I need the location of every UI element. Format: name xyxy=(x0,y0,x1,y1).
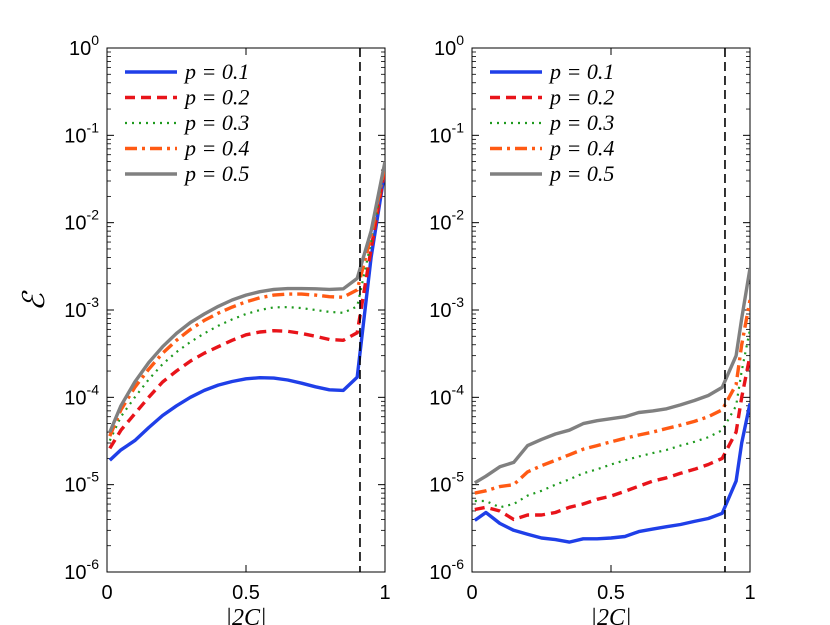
legend-label-p4: p = 0.4 xyxy=(183,136,249,161)
legend-label-p2: p = 0.2 xyxy=(183,85,249,110)
legend-label-p4: p = 0.4 xyxy=(548,136,614,161)
x-tick-label: 0 xyxy=(466,582,477,604)
plot-area xyxy=(106,47,386,573)
y-tick-label: 10-1 xyxy=(429,119,464,147)
series-line-p1 xyxy=(108,169,385,462)
x-tick-label: 0.5 xyxy=(597,582,625,604)
series-line-p2 xyxy=(474,355,750,522)
legend-label-p1: p = 0.1 xyxy=(548,59,614,84)
y-tick-label: 10-5 xyxy=(64,469,99,497)
x-tick-label: 0.5 xyxy=(232,582,260,604)
x-tick-label: 0 xyxy=(101,582,112,604)
y-tick-label: 10-3 xyxy=(429,294,464,322)
y-tick-label: 10-6 xyxy=(64,556,99,584)
legend-label-p2: p = 0.2 xyxy=(548,85,614,110)
y-tick-label: 10-3 xyxy=(64,294,99,322)
legend-label-p3: p = 0.3 xyxy=(548,110,614,135)
y-axis-label: ℰ xyxy=(18,290,51,311)
plot-area xyxy=(471,47,751,573)
x-tick-label: 1 xyxy=(379,582,390,604)
legend-label-p5: p = 0.5 xyxy=(183,161,249,186)
left-panel: 100 10-1 10-2 10-3 10-4 10-5 10-60 0.5 1 |2C| ℰp =… xyxy=(18,32,391,625)
series-line-p4 xyxy=(108,164,385,437)
y-tick-label: 10-2 xyxy=(429,207,464,235)
legend-label-p1: p = 0.1 xyxy=(183,59,249,84)
series-line-p2 xyxy=(108,167,385,450)
x-axis-label: |2C| xyxy=(225,605,266,625)
y-tick-label: 10-4 xyxy=(429,381,464,409)
right-panel: 100 10-1 10-2 10-3 10-4 10-5 10-60 0.5 1 |2C| p = … xyxy=(429,32,755,625)
x-axis-label: |2C| xyxy=(590,605,631,625)
series-line-p5 xyxy=(473,268,750,485)
legend-label-p3: p = 0.3 xyxy=(183,110,249,135)
y-tick-label: 10-5 xyxy=(429,469,464,497)
x-tick-label: 1 xyxy=(744,582,755,604)
y-tick-label: 10-2 xyxy=(64,207,99,235)
series-line-p1 xyxy=(473,403,750,544)
y-tick-label: 10-6 xyxy=(429,556,464,584)
series-line-p4 xyxy=(474,299,750,495)
y-tick-label: 100 xyxy=(434,32,464,60)
series-line-p5 xyxy=(108,161,385,433)
legend-label-p5: p = 0.5 xyxy=(548,161,614,186)
y-tick-label: 10-1 xyxy=(64,119,99,147)
y-tick-label: 100 xyxy=(69,32,99,60)
y-tick-label: 10-4 xyxy=(64,381,99,409)
